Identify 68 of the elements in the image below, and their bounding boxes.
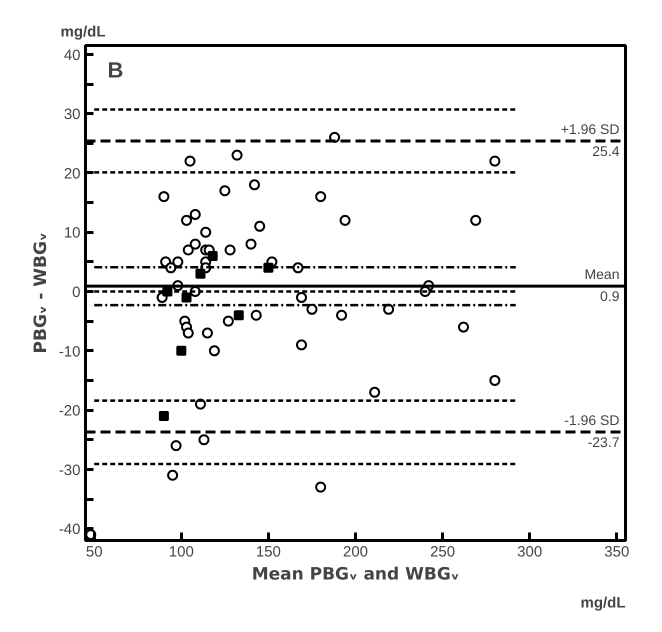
point	[208, 345, 220, 356]
point	[202, 328, 213, 339]
point	[245, 238, 256, 250]
x-tick-label: 350	[604, 544, 630, 560]
point	[315, 482, 326, 493]
point	[224, 244, 236, 256]
point	[470, 214, 482, 226]
y-axis-title: PBGᵥ - WBGᵥ	[30, 232, 51, 354]
point	[182, 328, 194, 339]
point	[190, 238, 201, 250]
point	[296, 292, 307, 303]
x-tick-label: 200	[342, 544, 368, 560]
y-tick-label: -30	[58, 462, 81, 479]
point	[195, 268, 206, 279]
point	[170, 440, 182, 452]
point	[315, 191, 326, 202]
point	[340, 214, 351, 226]
point	[248, 179, 260, 190]
point	[369, 386, 380, 398]
point	[167, 470, 178, 481]
y-tick-label: -10	[58, 343, 81, 360]
ref-line-label: -1.96 SD	[564, 412, 620, 428]
point	[222, 316, 234, 327]
point	[198, 434, 210, 446]
annotation: -23.7	[588, 434, 620, 450]
y-tick-label: 0	[72, 284, 80, 302]
y-tick-label: 30	[64, 106, 81, 124]
point	[158, 411, 169, 422]
x-tick-label: 50	[86, 544, 103, 560]
y-tick-label: 20	[64, 165, 81, 182]
x-axis-title: Mean PBGᵥ and WBGᵥ	[252, 564, 460, 584]
text: mg/dL	[60, 24, 106, 40]
x-tick-label: 300	[517, 544, 542, 560]
point	[182, 244, 194, 256]
x-tick-label: 150	[256, 544, 281, 560]
point	[158, 191, 170, 202]
x-tick-label: 100	[168, 544, 194, 560]
point	[489, 156, 500, 167]
point	[250, 310, 262, 321]
point	[200, 226, 212, 238]
point	[176, 346, 186, 356]
point	[336, 310, 348, 321]
point	[184, 156, 196, 167]
x-tick-label: 250	[430, 544, 456, 560]
point	[208, 250, 218, 261]
y-tick-label: -40	[58, 521, 81, 538]
point	[306, 304, 318, 315]
point	[254, 220, 266, 232]
ref-line-label: +1.96 SD	[560, 120, 620, 137]
annotation: 0.9	[600, 288, 620, 304]
y-tick-label: -20	[58, 402, 81, 420]
ref-line-label: Mean	[584, 266, 620, 282]
point	[190, 208, 201, 220]
point	[219, 185, 230, 196]
y-tick-label: 40	[64, 46, 81, 64]
y-tick-label: 10	[64, 224, 81, 242]
annotation: 25.4	[592, 142, 620, 159]
text: B	[108, 58, 124, 82]
point	[172, 256, 184, 268]
point	[296, 339, 307, 350]
text: mg/dL	[580, 594, 626, 612]
point	[489, 374, 500, 386]
point	[181, 214, 192, 226]
point	[458, 322, 469, 333]
point	[232, 150, 243, 161]
point	[182, 292, 192, 302]
point	[383, 304, 394, 315]
point	[234, 310, 244, 320]
